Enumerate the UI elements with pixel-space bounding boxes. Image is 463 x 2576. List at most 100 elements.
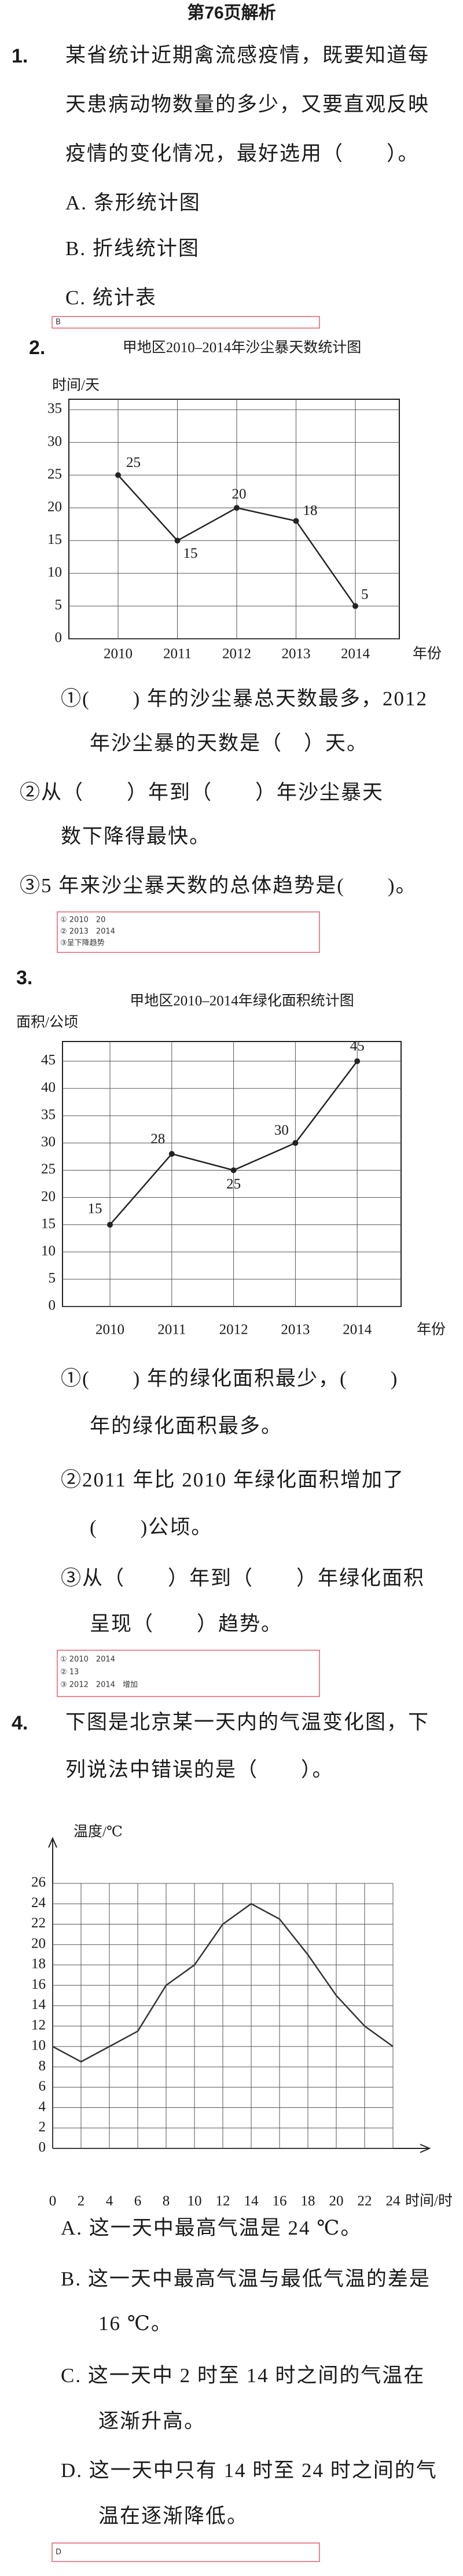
question-text: ③5 年来沙尘暴天数的总体趋势是( )。 xyxy=(20,874,417,897)
x-tick-label: 18 xyxy=(301,2194,315,2209)
option: 逐渐升高。 xyxy=(98,2410,205,2433)
y-axis-label: 温度/℃ xyxy=(74,1824,123,1840)
data-label: 25 xyxy=(126,455,141,470)
answer: ① 2010 20 xyxy=(60,916,105,925)
answer-box xyxy=(52,2542,320,2562)
x-tick-label: 8 xyxy=(163,2194,170,2209)
y-tick-label: 30 xyxy=(47,433,62,449)
answer: ③ 2012 2014 增加 xyxy=(60,1681,138,1690)
y-tick-label: 5 xyxy=(55,597,63,613)
question-number: 2. xyxy=(29,337,45,359)
y-tick-label: 14 xyxy=(31,1997,46,2012)
y-tick-label: 8 xyxy=(39,2058,46,2074)
x-tick-label: 2014 xyxy=(341,646,370,662)
x-tick-label: 14 xyxy=(244,2194,259,2209)
y-tick-label: 16 xyxy=(31,1977,46,1992)
data-point xyxy=(230,1167,237,1173)
y-tick-label: 22 xyxy=(31,1915,46,1931)
option: 温在逐渐降低。 xyxy=(98,2505,248,2527)
answer: ② 13 xyxy=(60,1668,79,1677)
data-point xyxy=(234,505,240,511)
x-tick-label: 2 xyxy=(78,2194,85,2209)
option: C. 统计表 xyxy=(65,286,157,309)
plot-frame xyxy=(68,399,400,639)
chart-title: 甲地区2010–2014年绿化面积统计图 xyxy=(130,993,354,1009)
answer-box xyxy=(57,911,320,953)
page-title: 第76页解析 xyxy=(187,3,275,23)
question-text: 年沙尘暴的天数是（ ）天。 xyxy=(90,732,368,755)
question-text: ( )公顷。 xyxy=(90,1516,212,1539)
question-text: ②2011 年比 2010 年绿化面积增加了 xyxy=(61,1469,405,1491)
y-tick-label: 35 xyxy=(47,401,62,417)
chart-title: 甲地区2010–2014年沙尘暴天数统计图 xyxy=(123,340,362,356)
y-tick-label: 12 xyxy=(31,2017,46,2033)
plot-frame xyxy=(62,1041,402,1307)
y-tick-label: 4 xyxy=(39,2099,46,2114)
question-text: 疫情的变化情况，最好选用（ ）。 xyxy=(65,142,420,165)
question-text: 下图是北京某一天内的气温变化图，下 xyxy=(65,1711,429,1734)
y-axis-label: 面积/公顷 xyxy=(16,1014,78,1031)
question-text: 数下降得最快。 xyxy=(61,825,211,848)
answer: ② 2013 2014 xyxy=(60,928,115,936)
data-label: 18 xyxy=(303,503,318,518)
question-text: 年的绿化面积最多。 xyxy=(90,1415,282,1437)
y-tick-label: 0 xyxy=(55,630,63,646)
question-text: ③从（ ）年到（ ）年绿化面积 xyxy=(61,1567,425,1589)
y-tick-label: 2 xyxy=(39,2119,46,2135)
answer: ① 2010 2014 xyxy=(60,1655,115,1664)
y-tick-label: 45 xyxy=(41,1053,56,1068)
y-tick-label: 35 xyxy=(41,1107,56,1123)
option: B. 这一天中最高气温与最低气温的差是 xyxy=(61,2268,431,2290)
y-tick-label: 18 xyxy=(31,1956,46,1972)
question-number: 4. xyxy=(12,1712,28,1734)
answer: B xyxy=(56,318,61,327)
x-tick-label: 2011 xyxy=(157,1322,186,1338)
y-tick-label: 10 xyxy=(47,565,62,580)
question-text: ①( ) 年的绿化面积最少，( ) xyxy=(61,1367,398,1390)
x-tick-label: 2010 xyxy=(95,1322,124,1338)
data-label: 15 xyxy=(183,546,198,561)
y-tick-label: 10 xyxy=(31,2038,46,2054)
answer-box xyxy=(57,1650,320,1697)
x-tick-label: 2013 xyxy=(282,646,311,662)
x-tick-label: 2012 xyxy=(222,646,251,662)
axis-arrow xyxy=(48,1837,57,1848)
answer-box xyxy=(52,316,320,329)
y-tick-label: 40 xyxy=(41,1080,56,1095)
data-line xyxy=(52,1902,394,2063)
data-point xyxy=(107,1221,113,1228)
data-label: 45 xyxy=(350,1039,365,1054)
question-text: 天患病动物数量的多少，又要直观反映 xyxy=(65,93,429,116)
question-number: 1. xyxy=(12,45,28,67)
x-tick-label: 2010 xyxy=(104,646,133,662)
y-axis-label: 时间/天 xyxy=(52,377,100,393)
x-tick-label: 2014 xyxy=(343,1322,372,1338)
answer: ③呈下降趋势 xyxy=(60,939,105,948)
data-point xyxy=(354,1058,361,1064)
y-tick-label: 15 xyxy=(47,532,62,547)
data-label: 30 xyxy=(274,1123,289,1138)
y-tick-label: 20 xyxy=(31,1935,46,1951)
y-tick-label: 0 xyxy=(39,2140,46,2155)
x-tick-label: 20 xyxy=(329,2194,344,2209)
x-tick-label: 24 xyxy=(386,2194,401,2209)
data-point xyxy=(352,603,358,609)
data-point xyxy=(174,538,181,544)
x-tick-label: 4 xyxy=(106,2194,113,2209)
x-tick-label: 22 xyxy=(358,2194,372,2209)
y-tick-label: 6 xyxy=(39,2078,46,2094)
data-label: 20 xyxy=(232,486,247,502)
x-tick-label: 10 xyxy=(188,2194,202,2209)
option: D. 这一天中只有 14 时至 24 时之间的气 xyxy=(61,2459,438,2482)
question-text: 呈现（ ）趋势。 xyxy=(90,1613,282,1635)
x-axis-label: 年份 xyxy=(417,1322,446,1338)
data-point xyxy=(293,518,299,524)
axis-arrow xyxy=(420,2144,431,2153)
x-tick-label: 16 xyxy=(273,2194,287,2209)
x-tick-label: 6 xyxy=(134,2194,142,2209)
question-text: 列说法中错误的是（ ）。 xyxy=(65,1758,334,1781)
question-number: 3. xyxy=(16,967,32,989)
y-tick-label: 25 xyxy=(41,1161,56,1177)
y-tick-label: 10 xyxy=(41,1243,56,1259)
